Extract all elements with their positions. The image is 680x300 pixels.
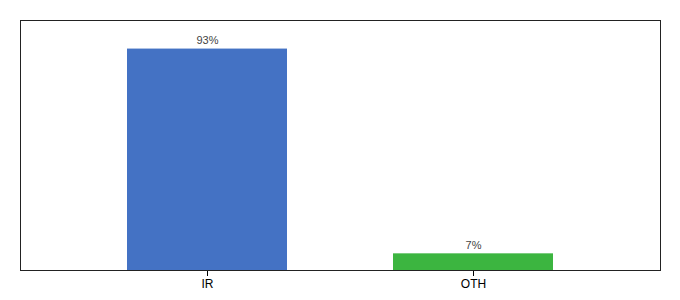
svg-text:7%: 7% xyxy=(466,239,482,251)
svg-text:93%: 93% xyxy=(196,34,218,46)
svg-text:OTH: OTH xyxy=(461,277,486,291)
svg-text:IR: IR xyxy=(202,277,214,291)
